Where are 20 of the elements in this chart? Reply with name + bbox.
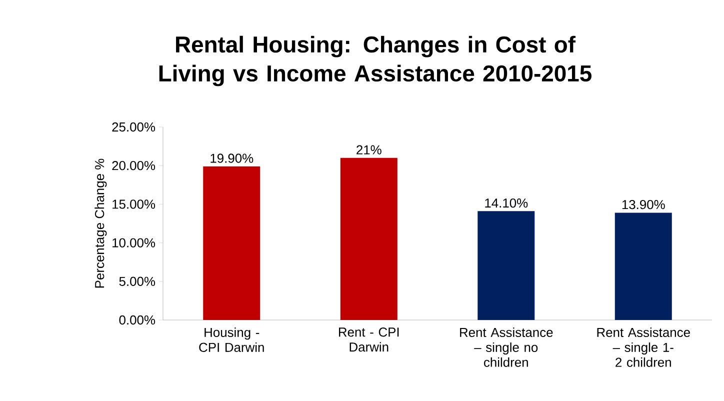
y-tick-label: 15.00% — [112, 200, 156, 209]
chart-title: Rental Housing: Changes in Cost of Living vs Income Assistance 2010-2015 — [159, 36, 592, 86]
y-tick-label: 0.00% — [119, 315, 156, 325]
y-tick-label: 20.00% — [112, 161, 156, 170]
bar — [203, 166, 260, 320]
x-tick-label: Rent Assistance – single no children — [460, 328, 553, 367]
data-label: 19.90% — [210, 154, 254, 163]
data-label: 21% — [356, 145, 382, 154]
y-tick-label: 10.00% — [112, 238, 156, 248]
data-label: 14.10% — [485, 198, 528, 208]
bar — [614, 212, 672, 320]
bar — [478, 211, 535, 320]
x-tick-label: Housing - CPI Darwin — [199, 328, 264, 352]
y-axis-title: Percentage Change % — [94, 158, 107, 288]
y-tick-label: 25.00% — [112, 122, 156, 132]
x-tick-label: Rent Assistance – single 1-2 children — [597, 328, 690, 367]
bar — [340, 158, 398, 320]
x-tick-label: Rent - CPI Darwin — [338, 328, 399, 352]
data-label: 13.90% — [622, 200, 665, 210]
y-tick-label: 5.00% — [119, 276, 156, 286]
